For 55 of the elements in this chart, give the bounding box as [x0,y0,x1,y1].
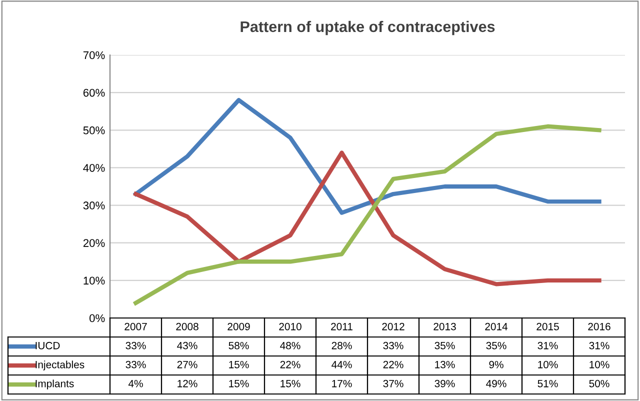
data-label: 15% [229,360,249,368]
x-tick-label: 2013 [434,322,456,330]
data-label: 22% [280,360,300,368]
data-label: 35% [486,342,506,350]
x-tick-label: 2014 [485,322,508,330]
data-label: 15% [229,380,249,388]
data-label: 31% [538,342,558,350]
data-label: 31% [589,342,610,350]
x-tick-label: 2009 [228,322,250,330]
data-label: 10% [538,360,558,368]
y-tick-label: 70% [83,51,105,60]
x-tick-label: 2015 [536,322,559,330]
data-label: 44% [332,360,352,368]
data-label: 10% [590,360,610,368]
data-label: 39% [434,380,455,388]
line-series [134,98,602,215]
y-tick-label: 0% [90,314,105,322]
x-tick-label: 2012 [382,322,404,330]
data-label: 27% [177,360,198,368]
data-label: 49% [486,380,506,388]
data-label: 33% [126,342,146,350]
data-label: 15% [280,380,300,388]
legend-label: Injectables [36,360,84,370]
x-tick-label: 2010 [279,322,302,330]
chart-title: Pattern of uptake of contraceptives [240,20,495,36]
data-label: 22% [383,360,404,368]
data-label: 51% [538,380,558,388]
legend-label: Implants [36,380,74,390]
y-tick-label: 20% [83,239,105,247]
y-tick-label: 40% [83,164,105,172]
legend-label: IUCD [36,342,60,350]
line-series [134,124,602,306]
data-label: 12% [178,380,198,388]
data-label: 50% [589,380,610,388]
data-label: 35% [434,342,455,350]
x-tick-label: 2011 [331,322,352,330]
data-label: 17% [332,380,352,388]
data-label: 9% [489,360,504,368]
x-tick-label: 2016 [588,322,610,330]
y-tick-label: 30% [83,202,105,210]
y-tick-label: 60% [83,88,105,97]
data-label: 48% [280,342,300,350]
data-label: 43% [177,342,198,350]
data-label: 33% [383,342,404,350]
x-tick-label: 2007 [124,322,147,330]
data-label: 37% [383,380,404,388]
y-tick-label: 50% [83,126,105,134]
data-label: 28% [332,342,352,350]
data-label: 33% [126,360,146,368]
data-label: 13% [435,360,455,368]
data-label: 4% [128,380,143,388]
y-tick-label: 10% [84,276,105,285]
x-tick-label: 2008 [176,322,198,330]
data-label: 58% [228,342,249,350]
line-series [134,150,602,286]
